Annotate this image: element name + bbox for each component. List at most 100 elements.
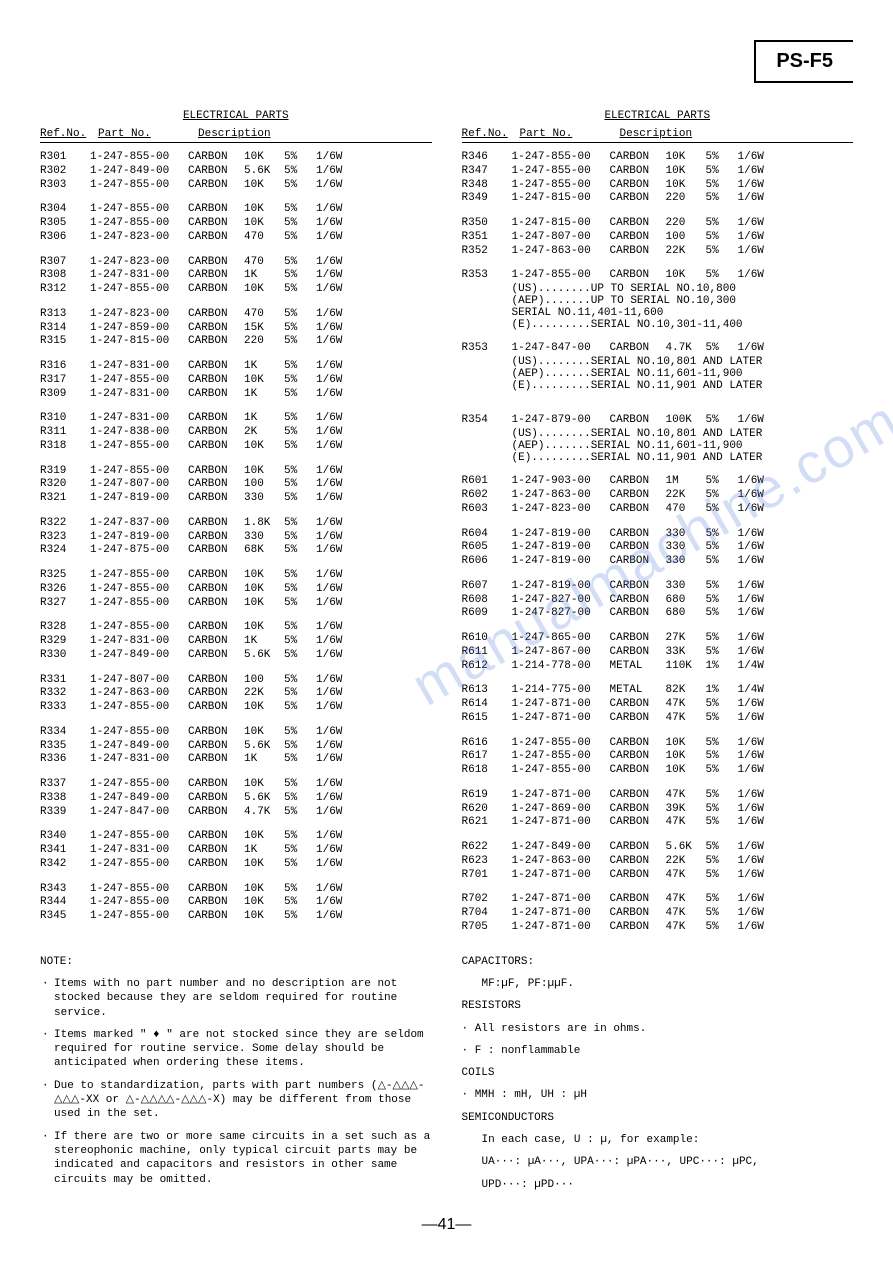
table-row: R6141-247-871-00CARBON47K5%1/6W xyxy=(462,698,854,712)
table-row: R6061-247-819-00CARBON3305%1/6W xyxy=(462,555,854,569)
table-row: R3491-247-815-00CARBON2205%1/6W xyxy=(462,192,854,206)
notes-title: NOTE: xyxy=(40,955,432,969)
table-row: R3351-247-849-00CARBON5.6K5%1/6W xyxy=(40,740,432,754)
section-title-right: ELECTRICAL PARTS xyxy=(462,110,854,122)
table-row: R3301-247-849-00CARBON5.6K5%1/6W xyxy=(40,649,432,663)
serial-note: (E).........SERIAL NO.11,901 AND LATER xyxy=(462,380,854,392)
table-row: R3531-247-847-00CARBON4.7K5%1/6W xyxy=(462,342,854,356)
table-row: R3381-247-849-00CARBON5.6K5%1/6W xyxy=(40,792,432,806)
serial-note: (E).........SERIAL NO.11,901 AND LATER xyxy=(462,452,854,464)
note-item: If there are two or more same circuits i… xyxy=(54,1130,432,1187)
table-row: R3131-247-823-00CARBON4705%1/6W xyxy=(40,308,432,322)
hdr-part: Part No. xyxy=(520,128,620,140)
res-txt1: · All resistors are in ohms. xyxy=(462,1022,854,1036)
table-row: R3391-247-847-00CARBON4.7K5%1/6W xyxy=(40,806,432,820)
table-row: R3241-247-875-00CARBON68K5%1/6W xyxy=(40,544,432,558)
table-row: R6181-247-855-00CARBON10K5%1/6W xyxy=(462,764,854,778)
page-number: —41— xyxy=(40,1216,853,1234)
table-row: R3431-247-855-00CARBON10K5%1/6W xyxy=(40,883,432,897)
coil-txt: · MMH : mH, UH : µH xyxy=(462,1088,854,1102)
table-row: R3011-247-855-00CARBON10K5%1/6W xyxy=(40,151,432,165)
table-row: R6101-247-865-00CARBON27K5%1/6W xyxy=(462,632,854,646)
table-row: R3441-247-855-00CARBON10K5%1/6W xyxy=(40,896,432,910)
semi-txt1: In each case, U : µ, for example: xyxy=(462,1133,854,1147)
note-item: Items with no part number and no descrip… xyxy=(54,977,432,1020)
table-row: R6051-247-819-00CARBON3305%1/6W xyxy=(462,541,854,555)
table-row: R6111-247-867-00CARBON33K5%1/6W xyxy=(462,646,854,660)
notes-left: NOTE: Items with no part number and no d… xyxy=(40,955,432,1200)
table-row: R3321-247-863-00CARBON22K5%1/6W xyxy=(40,687,432,701)
table-row: R6121-214-778-00METAL110K1%1/4W xyxy=(462,660,854,674)
table-header-left: Ref.No. Part No. Description xyxy=(40,128,432,143)
res-title: RESISTORS xyxy=(462,999,854,1013)
table-row: R6221-247-849-00CARBON5.6K5%1/6W xyxy=(462,841,854,855)
table-row: R3461-247-855-00CARBON10K5%1/6W xyxy=(462,151,854,165)
table-row: R3071-247-823-00CARBON4705%1/6W xyxy=(40,256,432,270)
table-row: R3201-247-807-00CARBON1005%1/6W xyxy=(40,478,432,492)
serial-note: (US)........SERIAL NO.10,801 AND LATER xyxy=(462,356,854,368)
left-table-body: R3011-247-855-00CARBON10K5%1/6WR3021-247… xyxy=(40,151,432,924)
table-row: R6161-247-855-00CARBON10K5%1/6W xyxy=(462,737,854,751)
table-row: R7041-247-871-00CARBON47K5%1/6W xyxy=(462,907,854,921)
table-row: R3291-247-831-00CARBON1K5%1/6W xyxy=(40,635,432,649)
table-row: R6081-247-827-00CARBON6805%1/6W xyxy=(462,594,854,608)
table-row: R3051-247-855-00CARBON10K5%1/6W xyxy=(40,217,432,231)
table-row: R3151-247-815-00CARBON2205%1/6W xyxy=(40,335,432,349)
hdr-desc: Description xyxy=(620,128,693,140)
serial-note: (US)........SERIAL NO.10,801 AND LATER xyxy=(462,428,854,440)
table-row: R6191-247-871-00CARBON47K5%1/6W xyxy=(462,789,854,803)
section-title-left: ELECTRICAL PARTS xyxy=(40,110,432,122)
model-label: PS-F5 xyxy=(754,40,853,83)
left-column: ELECTRICAL PARTS Ref.No. Part No. Descri… xyxy=(40,110,432,935)
table-row: R6021-247-863-00CARBON22K5%1/6W xyxy=(462,489,854,503)
hdr-desc: Description xyxy=(198,128,271,140)
table-header-right: Ref.No. Part No. Description xyxy=(462,128,854,143)
notes-right: CAPACITORS: MF:µF, PF:µµF. RESISTORS · A… xyxy=(462,955,854,1200)
cap-title: CAPACITORS: xyxy=(462,955,854,969)
table-row: R3281-247-855-00CARBON10K5%1/6W xyxy=(40,621,432,635)
table-row: R3311-247-807-00CARBON1005%1/6W xyxy=(40,674,432,688)
table-row: R3401-247-855-00CARBON10K5%1/6W xyxy=(40,830,432,844)
table-row: R3361-247-831-00CARBON1K5%1/6W xyxy=(40,753,432,767)
table-row: R6011-247-903-00CARBON1M5%1/6W xyxy=(462,475,854,489)
table-row: R6031-247-823-00CARBON4705%1/6W xyxy=(462,503,854,517)
hdr-part: Part No. xyxy=(98,128,198,140)
table-row: R6231-247-863-00CARBON22K5%1/6W xyxy=(462,855,854,869)
table-row: R3111-247-838-00CARBON2K5%1/6W xyxy=(40,426,432,440)
table-row: R3221-247-837-00CARBON1.8K5%1/6W xyxy=(40,517,432,531)
note-item: Due to standardization, parts with part … xyxy=(54,1079,432,1122)
table-row: R3031-247-855-00CARBON10K5%1/6W xyxy=(40,179,432,193)
table-row: R3091-247-831-00CARBON1K5%1/6W xyxy=(40,388,432,402)
table-row: R3331-247-855-00CARBON10K5%1/6W xyxy=(40,701,432,715)
table-row: R3191-247-855-00CARBON10K5%1/6W xyxy=(40,465,432,479)
table-row: R3141-247-859-00CARBON15K5%1/6W xyxy=(40,322,432,336)
table-row: R6201-247-869-00CARBON39K5%1/6W xyxy=(462,803,854,817)
table-row: R3231-247-819-00CARBON3305%1/6W xyxy=(40,531,432,545)
table-row: R3471-247-855-00CARBON10K5%1/6W xyxy=(462,165,854,179)
table-row: R3261-247-855-00CARBON10K5%1/6W xyxy=(40,583,432,597)
table-row: R3121-247-855-00CARBON10K5%1/6W xyxy=(40,283,432,297)
table-row: R6171-247-855-00CARBON10K5%1/6W xyxy=(462,750,854,764)
table-row: R3411-247-831-00CARBON1K5%1/6W xyxy=(40,844,432,858)
table-row: R3041-247-855-00CARBON10K5%1/6W xyxy=(40,203,432,217)
serial-note: (AEP).......UP TO SERIAL NO.10,300 xyxy=(462,295,854,307)
table-row: R3161-247-831-00CARBON1K5%1/6W xyxy=(40,360,432,374)
table-row: R3521-247-863-00CARBON22K5%1/6W xyxy=(462,245,854,259)
table-row: R3541-247-879-00CARBON100K5%1/6W xyxy=(462,414,854,428)
table-row: R3371-247-855-00CARBON10K5%1/6W xyxy=(40,778,432,792)
table-row: R6211-247-871-00CARBON47K5%1/6W xyxy=(462,816,854,830)
right-table-body: R3461-247-855-00CARBON10K5%1/6WR3471-247… xyxy=(462,151,854,935)
table-row: R3481-247-855-00CARBON10K5%1/6W xyxy=(462,179,854,193)
serial-note: (AEP).......SERIAL NO.11,601-11,900 xyxy=(462,368,854,380)
table-row: R3421-247-855-00CARBON10K5%1/6W xyxy=(40,858,432,872)
table-row: R3531-247-855-00CARBON10K5%1/6W xyxy=(462,269,854,283)
table-row: R3271-247-855-00CARBON10K5%1/6W xyxy=(40,597,432,611)
table-row: R3211-247-819-00CARBON3305%1/6W xyxy=(40,492,432,506)
table-row: R7021-247-871-00CARBON47K5%1/6W xyxy=(462,893,854,907)
coil-title: COILS xyxy=(462,1066,854,1080)
semi-txt2: UA···: µA···, UPA···: µPA···, UPC···: µP… xyxy=(462,1155,854,1169)
table-row: R3181-247-855-00CARBON10K5%1/6W xyxy=(40,440,432,454)
table-row: R6071-247-819-00CARBON3305%1/6W xyxy=(462,580,854,594)
table-row: R3501-247-815-00CARBON2205%1/6W xyxy=(462,217,854,231)
serial-note: (US)........UP TO SERIAL NO.10,800 xyxy=(462,283,854,295)
